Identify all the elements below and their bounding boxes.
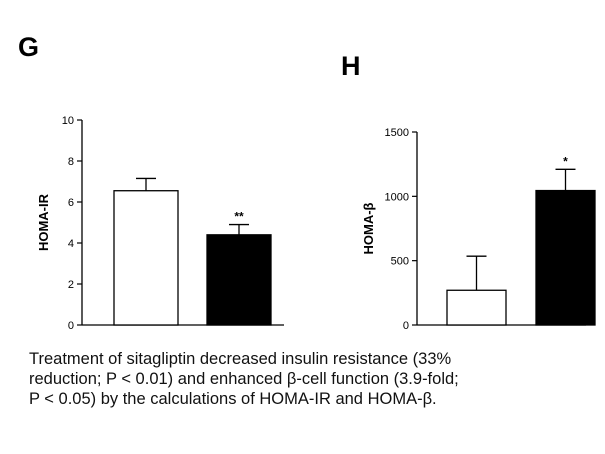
y-tick-label: 0: [68, 320, 74, 332]
caption-line-1: Treatment of sitagliptin decreased insul…: [29, 350, 452, 368]
bar: [206, 234, 272, 326]
y-tick-label: 1500: [385, 127, 409, 139]
caption-line-3: P < 0.05) by the calculations of HOMA-IR…: [29, 390, 437, 408]
figure-caption: Treatment of sitagliptin decreased insul…: [29, 349, 589, 409]
significance-label: **: [234, 210, 244, 224]
bar: [535, 189, 596, 326]
bar: [446, 289, 507, 326]
panel-letter: G: [18, 32, 39, 62]
panel-h: H 0 500 1000 1500 HOMA-β *: [341, 51, 596, 332]
bar: [113, 190, 179, 326]
y-tick-label: 10: [62, 115, 74, 127]
figure-panels: G 0 2 4 6 8 10 HOMA-IR ** H 0 500 1000 1500 HOMA-β *: [18, 32, 596, 332]
y-tick-label: 2: [68, 279, 74, 291]
panel-letter: H: [341, 51, 361, 81]
caption-line-2: reduction; P < 0.01) and enhanced β-cell…: [29, 370, 459, 388]
y-tick-label: 6: [68, 197, 74, 209]
y-tick-label: 1000: [385, 191, 409, 203]
y-tick-label: 8: [68, 156, 74, 168]
y-tick-label: 500: [391, 256, 409, 268]
panel-g: G 0 2 4 6 8 10 HOMA-IR **: [18, 32, 284, 332]
y-axis-label: HOMA-IR: [36, 193, 51, 251]
y-tick-label: 0: [403, 320, 409, 332]
y-tick-label: 4: [68, 238, 74, 250]
significance-label: *: [563, 154, 568, 168]
y-axis-label: HOMA-β: [361, 202, 376, 254]
